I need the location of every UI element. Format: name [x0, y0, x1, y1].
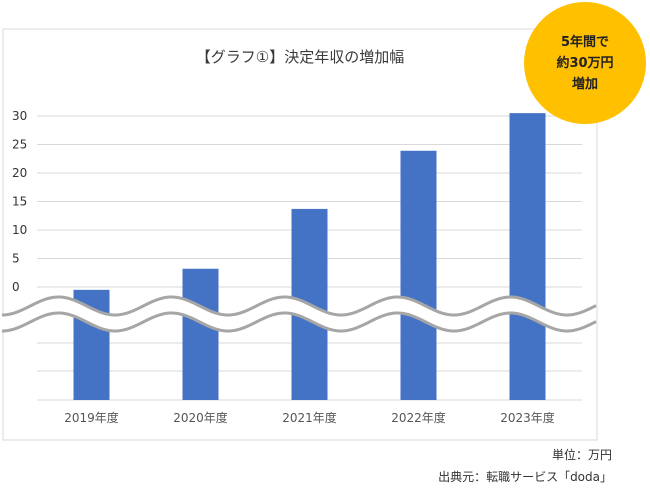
- y-tick-label: 15: [12, 195, 27, 209]
- x-tick-label: 2023年度: [500, 410, 555, 425]
- y-tick-label: 5: [12, 252, 20, 266]
- highlight-badge: 5年間で 約30万円 増加: [524, 2, 646, 124]
- x-tick-label: 2020年度: [173, 410, 228, 425]
- axis-break: [1, 295, 597, 333]
- bar: [182, 268, 219, 400]
- badge-line-2: 約30万円: [556, 55, 614, 71]
- x-tick-label: 2021年度: [282, 410, 337, 425]
- x-tick-label: 2019年度: [64, 410, 119, 425]
- x-axis-ticks: 2019年度 2020年度 2021年度 2022年度 2023年度: [64, 410, 555, 425]
- y-tick-label: 10: [12, 223, 27, 237]
- bar: [509, 113, 546, 401]
- chart-title: 【グラフ①】決定年収の増加幅: [196, 48, 404, 66]
- axis-break-line: [1, 311, 597, 333]
- axis-break-line: [1, 295, 597, 317]
- y-axis-ticks: 30 25 20 15 10 5 0: [12, 109, 27, 294]
- y-tick-label: 25: [12, 138, 27, 152]
- y-tick-label: 30: [12, 109, 27, 123]
- source-note: 出典元：転職サービス「doda」: [438, 470, 612, 484]
- x-tick-label: 2022年度: [391, 410, 446, 425]
- bar: [400, 150, 437, 400]
- y-tick-label: 0: [12, 280, 20, 294]
- badge-line-1: 5年間で: [560, 34, 610, 50]
- unit-note: 単位：万円: [551, 448, 612, 462]
- badge-line-3: 増加: [571, 76, 598, 92]
- y-tick-label: 20: [12, 166, 27, 180]
- axis-break-band: [2, 297, 596, 331]
